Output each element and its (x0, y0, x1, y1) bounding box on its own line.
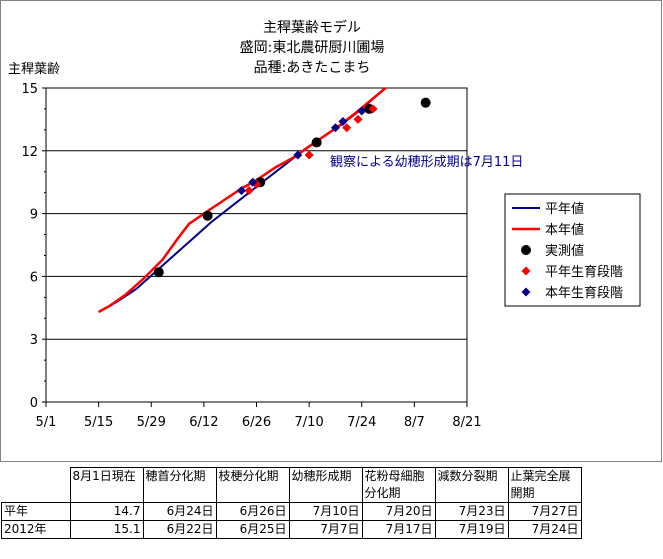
current-stage-point (236, 186, 246, 196)
current-stage-point (330, 123, 340, 133)
x-tick-label: 5/15 (84, 415, 113, 430)
y-tick-label: 6 (30, 270, 38, 285)
table-cell: 6月22日 (142, 520, 217, 539)
y-tick-label: 0 (30, 396, 38, 411)
header-cell-pollen-mother-cell: 花粉母細胞分化期 (361, 467, 436, 503)
table-cell: 6月26日 (215, 502, 290, 521)
legend-label: 平年生育段階 (545, 264, 623, 280)
plot-area (45, 87, 468, 403)
table-corner (2, 468, 71, 503)
table-row-2012: 2012年 15.1 6月22日 6月25日 7月7日 7月17日 7月19日 … (1, 520, 582, 539)
measured-point (311, 137, 322, 148)
x-tick-label: 8/21 (452, 415, 481, 430)
header-cell-neck-differentiation: 穂首分化期 (142, 467, 217, 503)
legend-swatch (521, 245, 531, 255)
table-cell: 6月24日 (142, 502, 217, 521)
y-axis-label: 主稈葉齢 (8, 62, 60, 77)
table-header-row: 8月1日現在 穂首分化期 枝梗分化期 幼穂形成期 花粉母細胞分化期 減数分裂期 … (2, 467, 582, 503)
legend-swatch (521, 266, 531, 276)
title-line: 品種:あきたこまち (254, 60, 371, 76)
normal-stage-point (353, 114, 363, 124)
x-tick-label: 6/26 (242, 415, 271, 430)
x-tick-label: 7/24 (347, 415, 376, 430)
y-tick-label: 9 (30, 208, 38, 223)
x-axis-ticks: 5/1 5/15 5/29 6/12 6/26 7/10 7/24 8/7 8/21 (36, 402, 482, 430)
x-tick-label: 8/7 (404, 415, 425, 430)
annotation-text: 観察による幼穂形成期は7月11日 (330, 155, 523, 170)
chart-frame (0, 0, 662, 462)
x-tick-label: 5/29 (137, 415, 166, 430)
measured-point (202, 210, 213, 221)
legend-label: 本年生育段階 (545, 285, 623, 301)
normal-stage-point (342, 123, 352, 133)
legend-label: 本年値 (545, 222, 584, 238)
table-cell: 7月17日 (361, 520, 436, 539)
current-stage-point (293, 150, 303, 160)
table-cell: 7月20日 (361, 502, 436, 521)
table-cell: 7月24日 (507, 520, 582, 539)
y-tick-label: 3 (30, 333, 38, 348)
x-tick-label: 7/10 (295, 415, 324, 430)
title-line: 盛岡:東北農研厨川圃場 (240, 40, 385, 56)
measured-point (420, 97, 431, 108)
normal-stage-point (244, 186, 254, 196)
normal-stage-point (304, 150, 314, 160)
table-row-normal-year: 平年 14.7 6月24日 6月26日 7月10日 7月20日 7月23日 7月… (1, 502, 582, 521)
table-cell: 7月23日 (434, 502, 509, 521)
series-layer (97, 88, 431, 314)
legend-label: 実測値 (545, 243, 584, 259)
table-cell: 7月27日 (507, 502, 582, 521)
table-cell: 7月7日 (288, 520, 363, 539)
table-cell: 7月10日 (288, 502, 363, 521)
table-cell: 15.1 (69, 520, 144, 539)
gridlines (46, 150, 467, 340)
legend-label: 平年値 (545, 201, 584, 217)
x-tick-label: 6/12 (189, 415, 218, 430)
table-cell: 14.7 (69, 502, 144, 521)
title-line: 主稈葉齢モデル (263, 19, 361, 36)
growth-stage-table: 8月1日現在 穂首分化期 枝梗分化期 幼穂形成期 花粉母細胞分化期 減数分裂期 … (1, 467, 582, 539)
series-4 (236, 106, 367, 196)
current-stage-point (248, 177, 258, 187)
header-cell-meiosis: 減数分裂期 (434, 467, 509, 503)
y-tick-label: 15 (21, 82, 38, 97)
header-cell-panicle-initiation: 幼穂形成期 (288, 467, 363, 503)
header-cell-flag-leaf: 止葉完全展開期 (507, 467, 582, 503)
header-cell-branch-differentiation: 枝梗分化期 (215, 467, 290, 503)
legend-swatch (521, 287, 531, 297)
x-tick-label: 5/1 (36, 415, 57, 430)
current-stage-point (357, 106, 367, 116)
table-cell: 6月25日 (215, 520, 290, 539)
y-axis-ticks: 0 3 6 9 12 15 (21, 82, 46, 411)
y-tick-label: 12 (21, 145, 38, 160)
current-stage-point (338, 116, 348, 126)
measured-point (153, 267, 164, 278)
row-label: 平年 (1, 502, 71, 521)
table-cell: 7月19日 (434, 520, 509, 539)
header-cell-aug1: 8月1日現在 (69, 467, 144, 503)
row-label: 2012年 (1, 520, 71, 539)
normal-stage-point (368, 104, 378, 114)
